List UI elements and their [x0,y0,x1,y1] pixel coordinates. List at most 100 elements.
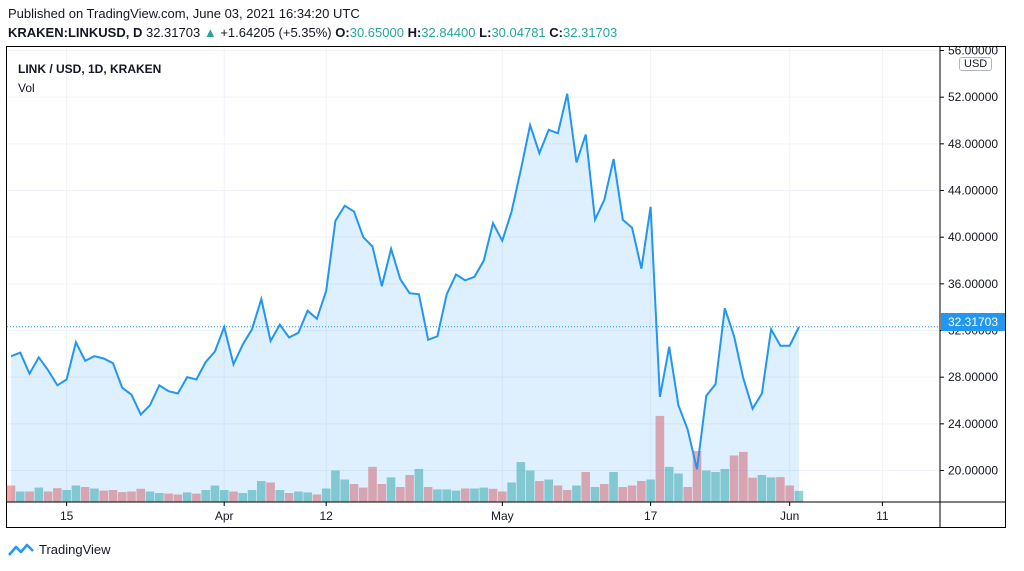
volume-bar [294,491,303,502]
last-price-badge: 32.31703 [941,313,1005,331]
series-title: LINK / USD, 1D, KRAKEN [18,62,162,76]
volume-bar [219,490,229,502]
volume-bar [247,490,257,502]
footer: TradingView [8,542,111,557]
volume-bar [618,487,628,502]
volume-bar [729,455,739,502]
volume-bar [405,475,414,502]
volume-bar [442,489,451,502]
volume-bar [776,477,785,502]
price-value: 32.31703 [145,25,201,40]
high-value: 32.84400 [421,25,476,40]
volume-bar [701,470,711,502]
volume-bar [507,482,516,502]
volume-bar [43,491,53,502]
volume-bar [145,491,155,502]
currency-button[interactable]: USD [959,57,993,71]
volume-bar [794,490,804,502]
volume-bar [368,466,377,502]
volume-bar [321,488,331,502]
volume-bar [637,481,646,502]
brand-label: TradingView [39,542,111,557]
volume-bar [414,469,424,502]
symbol-label: KRAKEN:LINKUSD, D [8,25,143,40]
volume-bar [303,492,312,502]
volume-bar [516,462,526,502]
volume-bar [6,485,16,502]
volume-bar [609,472,618,502]
x-tick-label: Jun [780,509,799,523]
high-label: H: [407,25,422,40]
volume-bar [590,487,600,502]
volume-bar [720,469,730,502]
x-tick-label: 11 [876,509,889,523]
close-label: C: [549,25,564,40]
volume-bar [470,488,479,502]
y-tick-label: 40.00000 [948,230,998,244]
volume-bar [525,470,535,502]
volume-bar [229,491,238,502]
volume-bar [53,488,62,502]
volume-bar [692,451,702,502]
change-value: +1.64205 (+5.35%) [220,25,332,40]
volume-bar [423,487,433,502]
x-tick-label: 15 [60,509,74,523]
volume-bar [164,493,173,502]
volume-bar [201,490,210,502]
low-label: L: [479,25,492,40]
volume-bar [377,484,387,502]
y-tick-label: 20.00000 [948,464,998,478]
y-tick-label: 56.00000 [948,44,998,58]
volume-bar [562,490,572,502]
volume-bar [34,487,44,502]
y-tick-label: 44.00000 [948,184,998,198]
volume-bar [71,485,81,502]
volume-bar [173,494,183,502]
volume-bar [182,492,192,502]
quote-line: KRAKEN:LINKUSD, D 32.31703 ▲ +1.64205 (+… [8,25,617,40]
volume-bar [62,490,71,502]
volume-bar [396,487,405,502]
volume-bar [664,466,674,502]
volume-bar [127,491,136,502]
volume-bar [238,493,248,502]
y-tick-label: 36.00000 [948,277,998,291]
volume-bar [646,479,655,502]
x-tick-label: May [491,509,514,523]
volume-bar [275,490,285,502]
volume-bar [479,487,489,502]
x-tick-label: 17 [644,509,658,523]
volume-bar [284,493,294,502]
volume-bar [331,470,340,502]
volume-bar [785,485,794,502]
volume-bar [544,479,553,502]
volume-bar [599,484,609,502]
volume-bar [535,481,544,502]
volume-bar [340,479,350,502]
volume-bar [155,493,164,502]
volume-bar [748,477,757,502]
change-arrow-icon: ▲ [203,25,217,40]
volume-bar [99,490,108,502]
volume-bar [25,491,34,502]
volume-bar [256,481,266,502]
volume-bar [683,487,693,502]
chart-frame[interactable] [6,46,1006,528]
volume-bar [553,485,563,502]
volume-bar [386,477,396,502]
volume-bar [90,488,99,502]
volume-bar [312,494,322,502]
volume-bar [358,487,368,502]
published-label: Published on TradingView.com, June 03, 2… [8,6,360,21]
volume-bar [108,490,118,502]
x-tick-label: 12 [320,509,334,523]
volume-bar [266,482,275,502]
y-tick-label: 28.00000 [948,370,998,384]
y-tick-label: 52.00000 [948,90,998,104]
volume-bar [117,492,127,502]
chart-legend: LINK / USD, 1D, KRAKEN Vol [18,60,161,98]
volume-bar [349,484,359,502]
volume-bar [581,472,591,502]
volume-label: Vol [18,81,35,95]
